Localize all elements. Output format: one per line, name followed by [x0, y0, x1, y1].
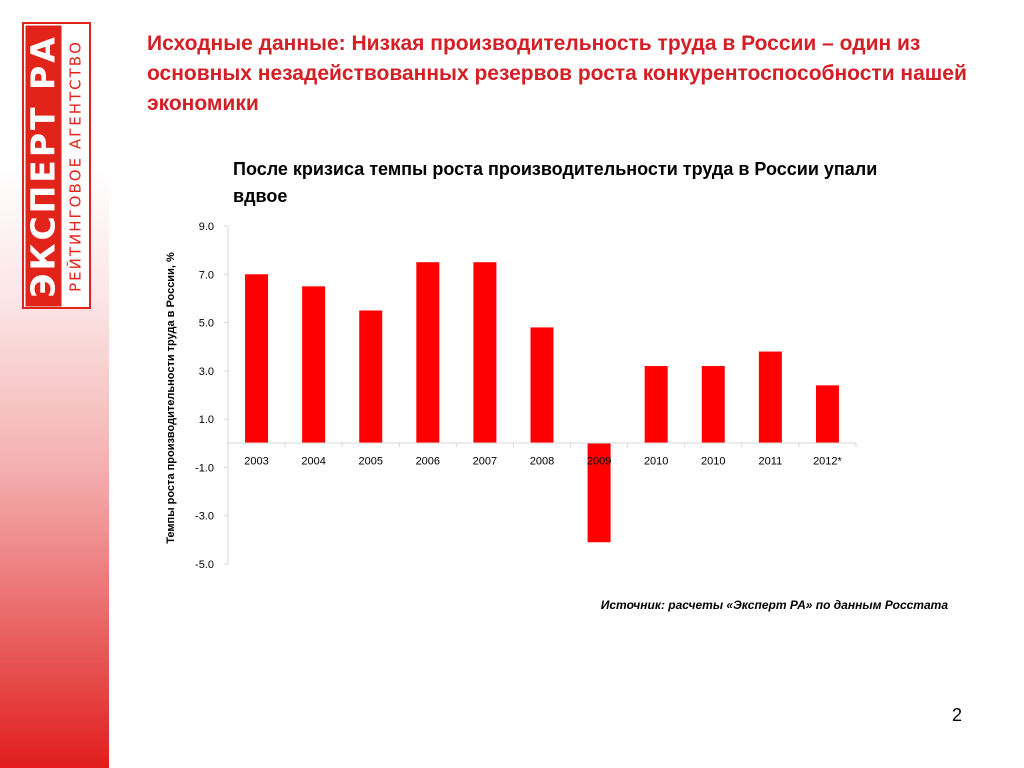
y-tick-label: 7.0: [199, 269, 214, 281]
y-tick-label: 5.0: [199, 318, 214, 330]
bar-2010-7: [644, 366, 668, 444]
logo-sub-text: РЕЙТИНГОВОЕ АГЕНТСТВО: [66, 39, 84, 292]
x-tick-label: 2010: [701, 455, 725, 467]
x-tick-label: 2008: [530, 455, 554, 467]
expert-ra-logo: ЭКСПЕРТ РА РЕЙТИНГОВОЕ АГЕНТСТВО: [22, 22, 91, 309]
y-tick-label: 3.0: [199, 366, 214, 378]
x-tick-label: 2006: [416, 455, 440, 467]
bar-2006-3: [416, 262, 440, 444]
x-tick-label: 2011: [759, 455, 783, 467]
y-tick-label: -3.0: [195, 511, 214, 523]
slide-heading: Исходные данные: Низкая производительнос…: [147, 32, 967, 115]
x-tick-label: 2007: [473, 455, 497, 467]
x-tick-label: 2005: [358, 455, 382, 467]
bar-2004-1: [302, 286, 326, 444]
y-tick-label: 9.0: [199, 221, 214, 233]
page-number: 2: [951, 705, 962, 725]
bar-2009-6: [587, 443, 611, 543]
bar-2003-0: [245, 274, 269, 444]
y-axis-label: Темпы роста производительности труда в Р…: [165, 252, 177, 544]
x-tick-label: 2009: [587, 455, 611, 467]
y-tick-label: 1.0: [199, 414, 214, 426]
y-axis-ticks: 9.0 7.0 5.0 3.0 1.0 -1.0 -3.0 -5.0: [195, 221, 228, 571]
bar-2005-2: [359, 310, 383, 444]
bar-2012-est-10: [815, 385, 839, 444]
chart-title: После кризиса темпы роста производительн…: [233, 159, 878, 206]
y-tick-label: -1.0: [195, 462, 214, 474]
x-tick-label: 2010: [644, 455, 668, 467]
bar-series: [245, 262, 839, 543]
source-note: Источник: расчеты «Эксперт РА» по данным…: [600, 598, 948, 612]
bar-2007-4: [473, 262, 497, 444]
x-tick-label: 2003: [244, 455, 268, 467]
x-tick-label: 2012*: [813, 455, 842, 467]
logo-main-text: ЭКСПЕРТ РА: [24, 25, 62, 306]
productivity-bar-chart: Темпы роста производительности труда в Р…: [165, 221, 857, 571]
x-axis-ticks: 2003 2004 2005 2006 2007 2008 2009 2010 2010 2011…: [244, 443, 857, 467]
bar-2010-8: [701, 366, 725, 444]
x-tick-label: 2004: [301, 455, 325, 467]
y-tick-label: -5.0: [195, 559, 214, 571]
bar-2008-5: [530, 327, 554, 444]
bar-2011-9: [758, 351, 782, 444]
